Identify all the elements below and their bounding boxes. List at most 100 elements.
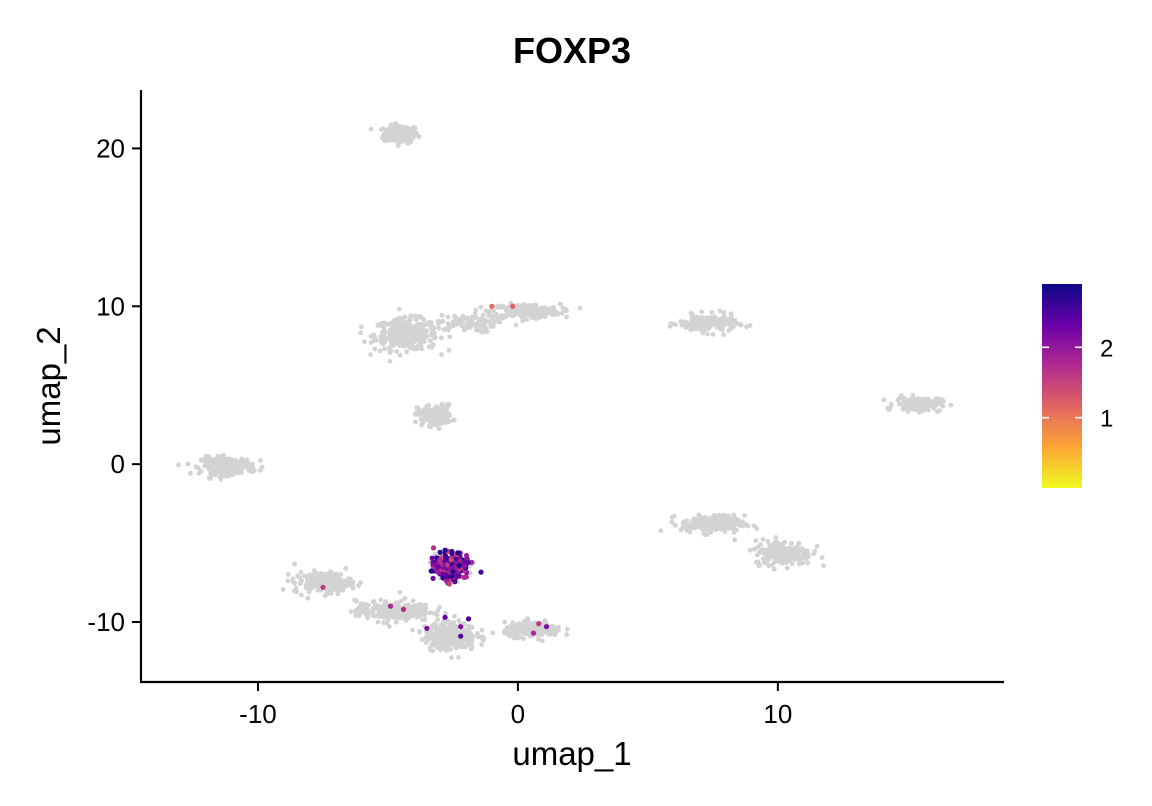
cell-point (379, 135, 385, 141)
cell-point (227, 458, 233, 464)
cell-point (772, 544, 777, 550)
cell-point (755, 559, 761, 565)
cell-point (747, 547, 753, 553)
cell-point (480, 312, 486, 318)
cell-point (881, 397, 887, 403)
cell-point (708, 519, 714, 525)
cell-point (377, 609, 383, 615)
cell-point (411, 125, 416, 131)
cell-point (377, 614, 382, 619)
cell-point (323, 577, 328, 583)
cell-point (753, 538, 759, 544)
cell-point (329, 575, 335, 581)
cell-point (509, 626, 515, 632)
cell-point (426, 423, 432, 429)
cell-point (386, 345, 392, 351)
color-legend: 12 (1042, 284, 1113, 488)
cell-point (673, 322, 678, 327)
cell-point (422, 605, 428, 611)
cell-point (694, 314, 699, 320)
cell-point (699, 327, 704, 333)
cell-point (900, 406, 906, 412)
cell-point (208, 459, 214, 465)
cell-point (775, 541, 781, 547)
cell-point (819, 555, 825, 560)
cell-point (442, 631, 447, 637)
cell-point (446, 637, 452, 643)
cell-point (353, 609, 359, 615)
x-tick-label: 10 (763, 699, 792, 729)
cell-point (193, 464, 199, 470)
cell-point (389, 137, 394, 143)
expressing-cell-point (456, 562, 462, 568)
cell-point (435, 608, 441, 613)
cell-point (368, 352, 373, 357)
expressing-cell-point (463, 559, 469, 565)
cell-point (439, 413, 444, 418)
cell-point (348, 609, 354, 614)
cell-point (210, 472, 215, 478)
cell-point (425, 417, 430, 422)
cell-point (751, 523, 757, 529)
expressing-cell-point (437, 549, 443, 556)
cell-point (731, 529, 737, 535)
cell-point (456, 654, 461, 660)
cell-point (938, 397, 944, 403)
cell-point (767, 542, 773, 548)
cell-point (491, 308, 496, 314)
cell-point (443, 610, 448, 616)
cell-point (404, 337, 409, 343)
cell-point (285, 578, 291, 584)
cell-point (353, 613, 359, 618)
cell-point (379, 323, 385, 329)
cell-point (718, 324, 724, 330)
cell-point (721, 310, 727, 315)
cell-point (920, 401, 925, 406)
cell-point (521, 618, 527, 624)
cell-point (410, 328, 416, 334)
cell-point (416, 406, 421, 412)
cell-point (436, 325, 442, 331)
cell-point (702, 532, 708, 537)
cell-point (765, 539, 771, 544)
cell-point (381, 620, 386, 625)
cell-point (911, 405, 917, 410)
cell-point (764, 555, 769, 560)
cell-point (479, 642, 484, 647)
cell-point (413, 313, 418, 319)
cell-point (771, 566, 777, 572)
cell-point (542, 618, 548, 623)
cell-point (280, 587, 286, 592)
cell-point (668, 321, 674, 326)
cell-point (388, 122, 394, 128)
cell-point (378, 127, 384, 132)
cell-point (424, 322, 430, 327)
cell-point (780, 545, 786, 551)
expressing-cell-point (457, 558, 463, 564)
cell-point (448, 646, 453, 652)
expressing-cell-point (510, 303, 516, 309)
cell-point (231, 464, 236, 470)
cell-point (793, 545, 799, 551)
cell-point (419, 637, 425, 642)
cell-point (446, 347, 452, 353)
cell-point (238, 459, 244, 464)
cell-point (423, 334, 429, 340)
cell-point (534, 625, 540, 630)
cell-point (308, 576, 314, 581)
cell-point (404, 349, 409, 355)
expressing-cell-point (446, 581, 452, 587)
background-points (176, 121, 954, 660)
cell-point (886, 407, 892, 412)
cell-point (490, 316, 495, 322)
cell-point (691, 326, 697, 332)
cell-point (372, 613, 377, 619)
cell-point (814, 544, 820, 549)
cell-point (378, 340, 384, 345)
cell-point (707, 323, 713, 328)
cell-point (328, 569, 333, 575)
cell-point (217, 474, 223, 480)
cell-point (243, 460, 249, 466)
cell-point (432, 334, 438, 340)
